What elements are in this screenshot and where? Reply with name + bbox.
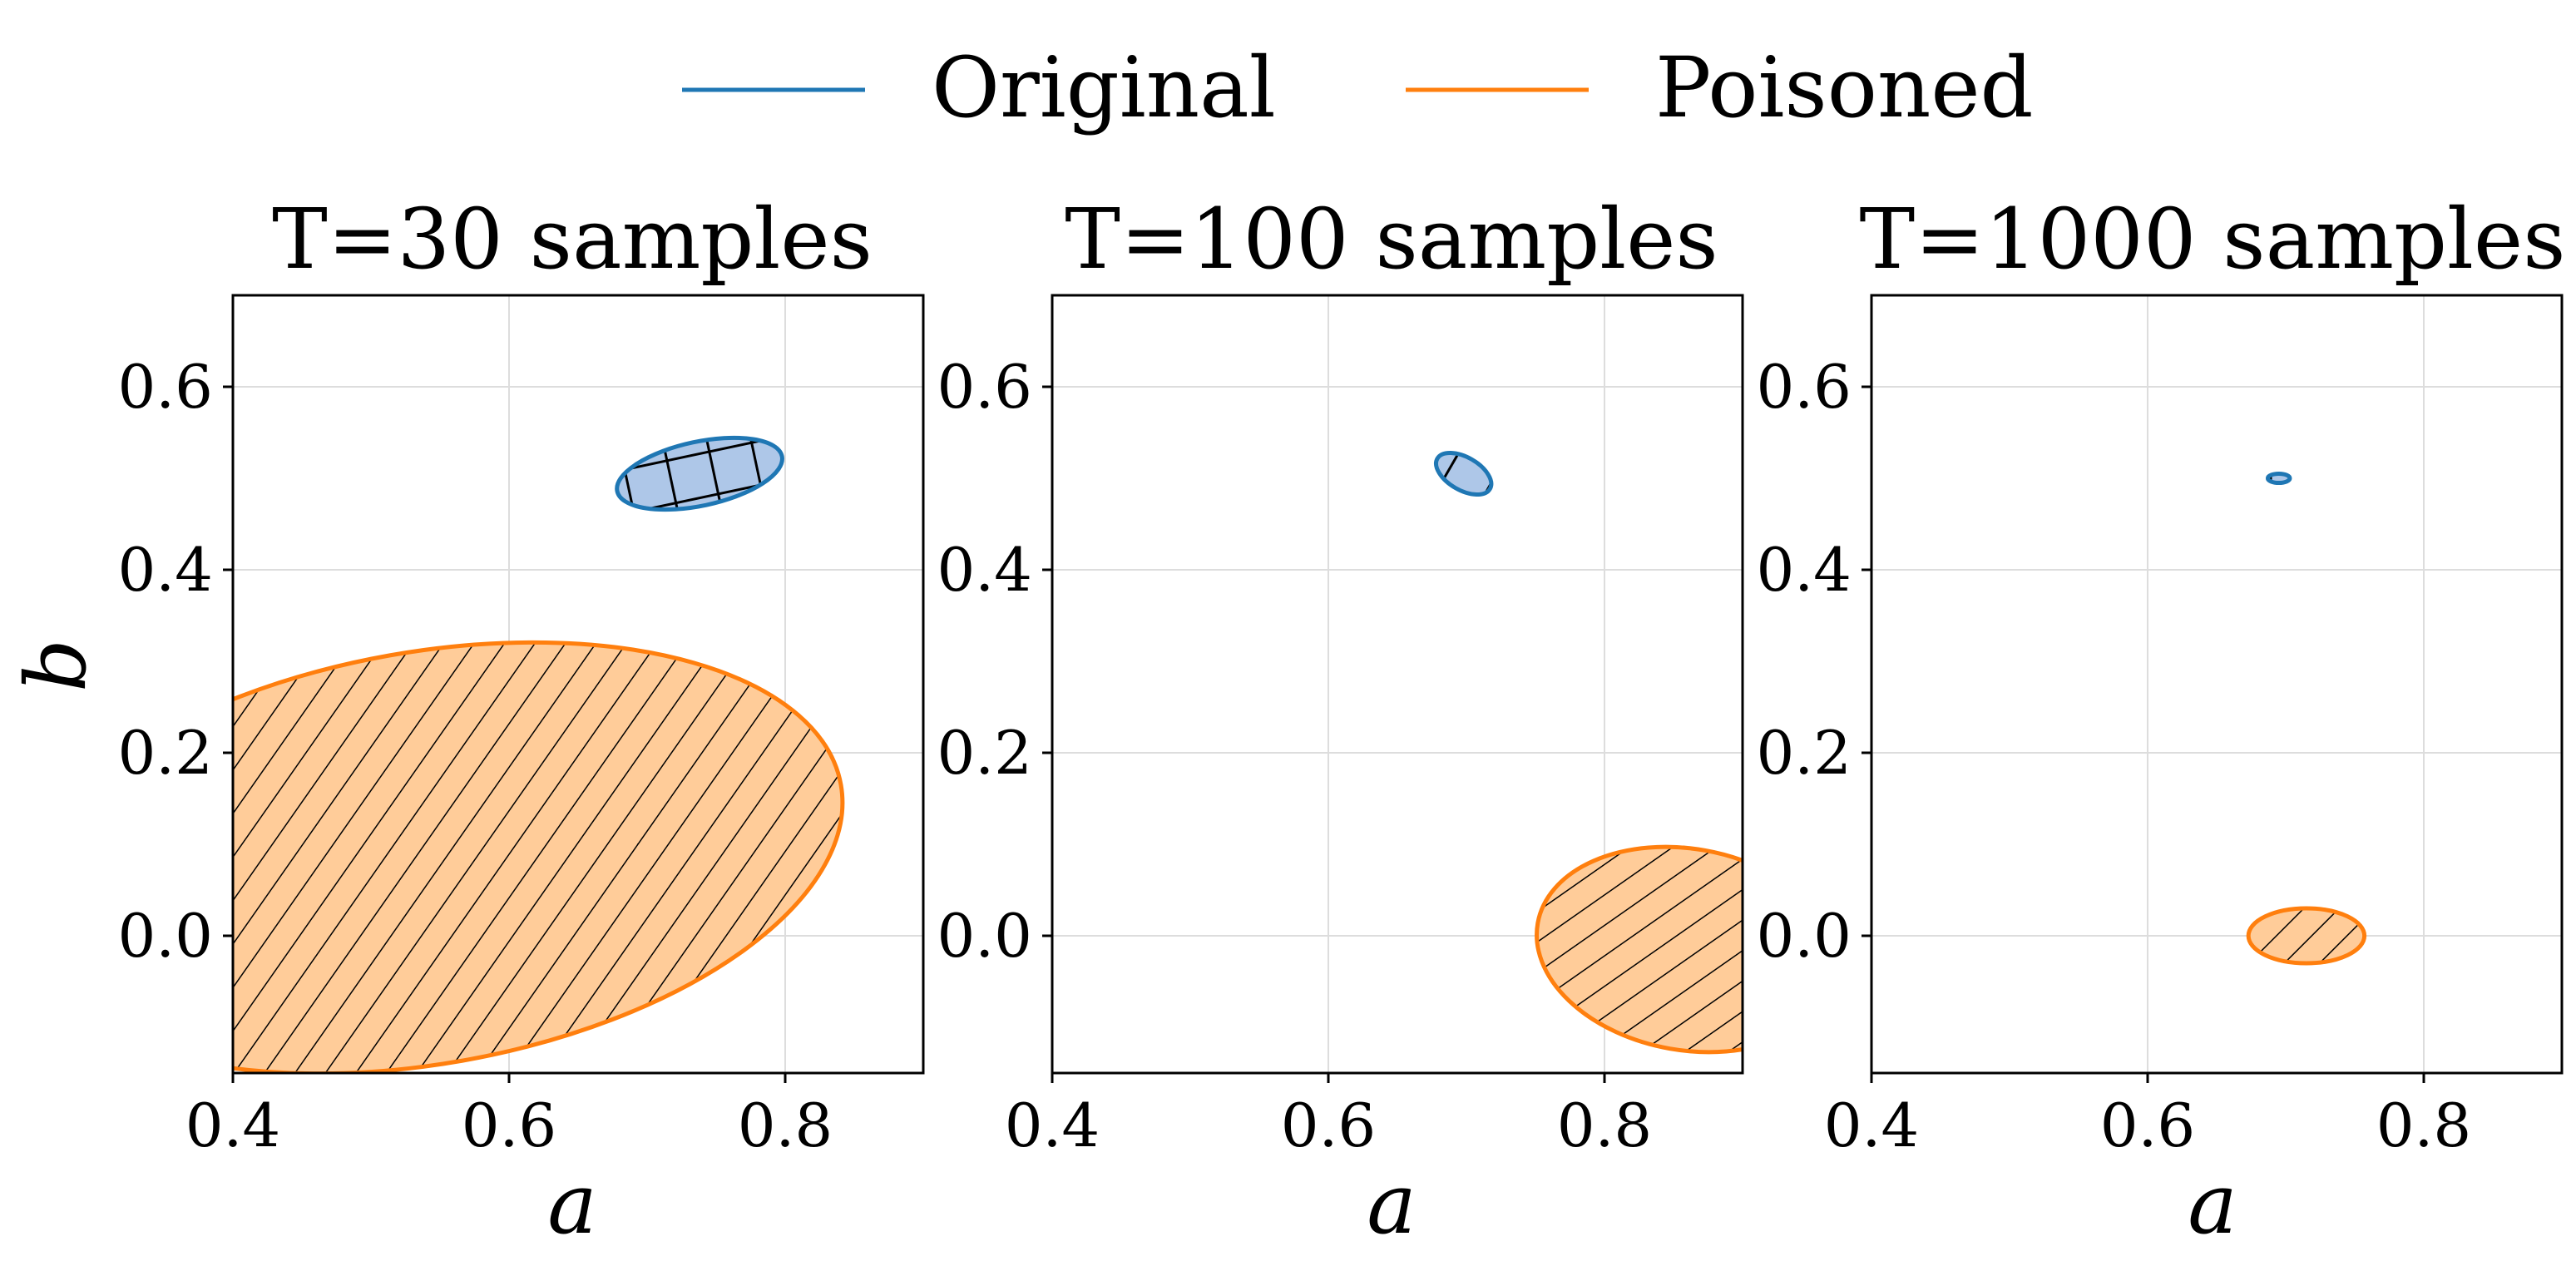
poisoned-region-hatch <box>233 642 843 1073</box>
y-tick-label: 0.4 <box>117 535 213 605</box>
legend-entry-original: Original <box>682 39 1276 136</box>
y-tick-label: 0.0 <box>937 901 1032 971</box>
poisoned-region-edge <box>1535 844 1743 1055</box>
x-tick-label: 0.8 <box>2376 1090 2472 1160</box>
y-tick-label: 0.6 <box>1756 352 1852 422</box>
y-axis-label: b <box>7 639 105 692</box>
plot-area <box>233 435 845 1073</box>
x-tick-label: 0.6 <box>462 1090 557 1160</box>
panel-title: T=1000 samples <box>1859 190 2565 288</box>
y-tick-label: 0.0 <box>117 901 213 971</box>
x-axis-label: a <box>547 1155 597 1253</box>
x-tick-label: 0.8 <box>1557 1090 1653 1160</box>
original-region-edge <box>2265 472 2292 485</box>
legend-label-poisoned: Poisoned <box>1655 39 2034 136</box>
x-tick-label: 0.4 <box>1005 1090 1100 1160</box>
plot-area <box>1434 450 1743 1055</box>
poisoned-region-hatch <box>1536 847 1743 1052</box>
y-tick-label: 0.4 <box>937 535 1032 605</box>
panel-t1000: T=1000 samples a 0.4 0.6 0.8 0.0 0.2 0.4 0.6 <box>1756 190 2565 1253</box>
panel-title: T=30 samples <box>272 190 873 288</box>
panel-title: T=100 samples <box>1065 190 1718 288</box>
x-tick-label: 0.6 <box>2100 1090 2196 1160</box>
x-tick-label: 0.4 <box>1824 1090 1920 1160</box>
x-axis-label: a <box>1367 1155 1417 1253</box>
plot-area <box>2246 472 2367 966</box>
y-tick-label: 0.6 <box>117 352 213 422</box>
y-tick-label: 0.2 <box>937 718 1032 788</box>
poisoned-region-hatch <box>2248 908 2365 963</box>
panel-t100: T=100 samples a 0.4 0.6 0.8 0.0 0.2 0.4 0.6 <box>937 190 1744 1253</box>
legend: Original Poisoned <box>682 39 2034 136</box>
legend-entry-poisoned: Poisoned <box>1406 39 2034 136</box>
x-tick-label: 0.8 <box>738 1090 833 1160</box>
poisoned-region-edge <box>233 640 845 1073</box>
y-tick-label: 0.4 <box>1756 535 1852 605</box>
legend-label-original: Original <box>932 39 1276 136</box>
y-tick-label: 0.0 <box>1756 901 1852 971</box>
original-region-edge <box>615 435 784 512</box>
y-tick-label: 0.2 <box>1756 718 1852 788</box>
y-tick-label: 0.6 <box>937 352 1032 422</box>
original-region-hatch <box>616 438 783 510</box>
axes-frame <box>1870 294 2564 1075</box>
axes-frame <box>231 294 925 1075</box>
axes-frame <box>1051 294 1744 1075</box>
x-axis-label: a <box>2188 1155 2237 1253</box>
original-region-edge <box>1434 450 1494 497</box>
panel-t30: T=30 samples a 0.4 0.6 0.8 0.0 0.2 0.4 0.6 <box>117 190 925 1253</box>
x-tick-label: 0.6 <box>1281 1090 1377 1160</box>
y-tick-label: 0.2 <box>117 718 213 788</box>
x-tick-label: 0.4 <box>185 1090 281 1160</box>
poisoned-region-edge <box>2246 906 2367 966</box>
